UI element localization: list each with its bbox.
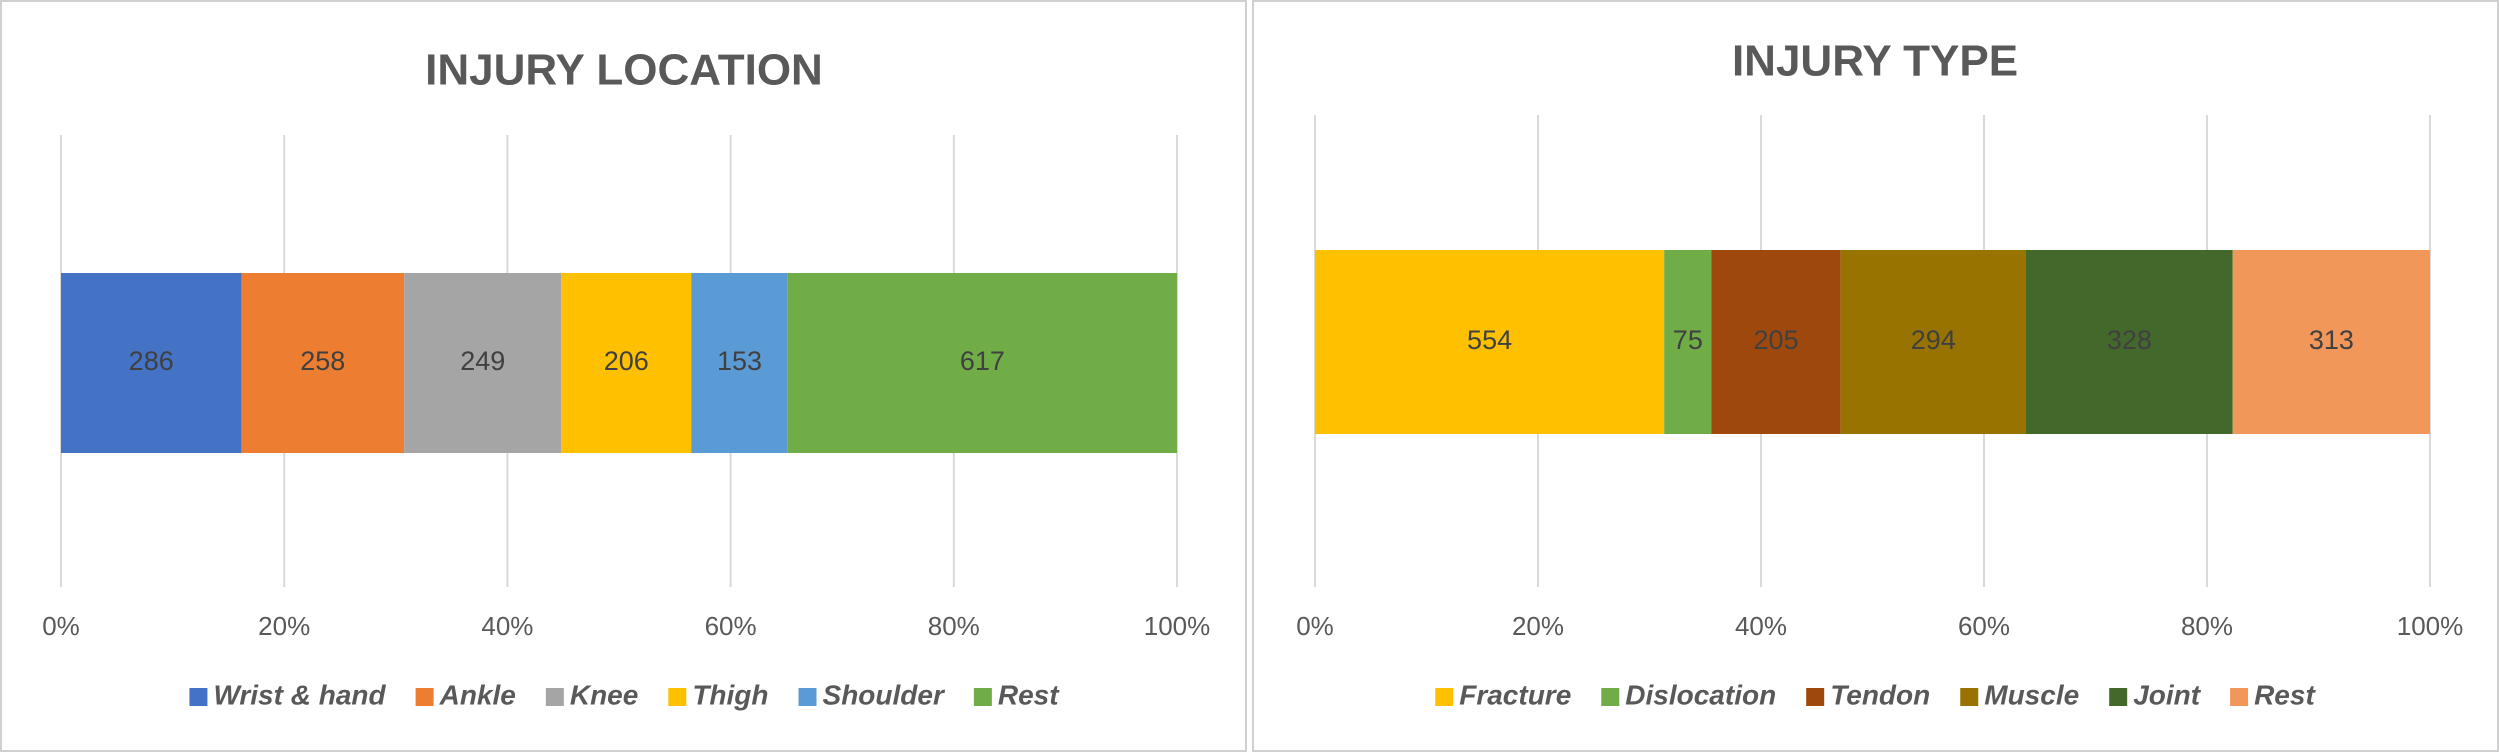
bar-segment xyxy=(561,273,692,453)
legend-label: Joint xyxy=(2133,679,2202,710)
legend-swatch xyxy=(2230,688,2249,706)
bar-segment xyxy=(787,273,1177,453)
chart-title: INJURY LOCATION xyxy=(425,46,823,95)
legend-label: Knee xyxy=(570,679,638,710)
x-tick-label: 40% xyxy=(481,611,533,641)
x-tick-label: 20% xyxy=(258,611,310,641)
x-tick-label: 20% xyxy=(1512,611,1564,641)
legend-swatch xyxy=(545,688,564,706)
legend: Wrist & hand Ankle Knee Thigh Shoulder Rest xyxy=(189,679,1060,710)
legend-swatch xyxy=(1435,688,1454,706)
legend-label: Shoulder xyxy=(823,679,946,710)
x-tick-label: 100% xyxy=(2397,611,2464,641)
legend-label: Rest xyxy=(998,679,1060,710)
legend-label: Ankle xyxy=(439,679,516,710)
x-tick-label: 80% xyxy=(2181,611,2233,641)
legend-swatch xyxy=(415,688,434,706)
legend-label: Tendon xyxy=(1830,679,1930,710)
data-label: 286 xyxy=(129,346,174,376)
x-tick-label: 60% xyxy=(705,611,757,641)
bar-segment xyxy=(2232,250,2430,434)
data-label: 205 xyxy=(1754,325,1799,355)
x-tick-label: 100% xyxy=(1144,611,1211,641)
data-label: 206 xyxy=(604,346,649,376)
x-tick-label: 0% xyxy=(42,611,80,641)
data-label: 258 xyxy=(300,346,345,376)
data-label: 617 xyxy=(960,346,1005,376)
chart-title: INJURY TYPE xyxy=(1732,37,2018,86)
legend-label: Rest xyxy=(2254,679,2316,710)
bar-segment xyxy=(1664,250,1712,434)
x-tick-label: 80% xyxy=(928,611,980,641)
legend-label: Muscle xyxy=(1984,679,2079,710)
legend-swatch xyxy=(189,688,208,706)
data-label: 75 xyxy=(1673,325,1703,355)
x-tick-label: 40% xyxy=(1735,611,1787,641)
bar-segment xyxy=(691,273,788,453)
legend-label: Wrist & hand xyxy=(213,679,386,710)
x-tick-label: 0% xyxy=(1296,611,1334,641)
bar-segment xyxy=(241,273,405,453)
legend-swatch xyxy=(798,688,817,706)
bar-segment xyxy=(1315,250,1665,434)
legend-swatch xyxy=(1601,688,1620,706)
legend-swatch xyxy=(1806,688,1825,706)
x-tick-label: 60% xyxy=(1958,611,2010,641)
legend-label: Thigh xyxy=(692,679,768,710)
legend-swatch xyxy=(668,688,687,706)
legend-label: Dislocation xyxy=(1625,679,1776,710)
legend-swatch xyxy=(2109,688,2128,706)
bar-segment xyxy=(1711,250,1841,434)
data-label: 294 xyxy=(1911,325,1956,355)
bar-segment xyxy=(61,273,242,453)
legend-swatch xyxy=(973,688,992,706)
bar-segment xyxy=(2025,250,2233,434)
data-label: 153 xyxy=(717,346,762,376)
legend-label: Fracture xyxy=(1459,679,1571,710)
data-label: 554 xyxy=(1467,325,1512,355)
legend: Fracture Dislocation Tendon Muscle Joint Rest xyxy=(1435,679,2316,710)
bar-segment xyxy=(1840,250,2026,434)
bar-segment xyxy=(404,273,562,453)
data-label: 328 xyxy=(2107,325,2152,355)
data-label: 249 xyxy=(460,346,505,376)
legend-swatch xyxy=(1960,688,1979,706)
data-label: 313 xyxy=(2309,325,2354,355)
